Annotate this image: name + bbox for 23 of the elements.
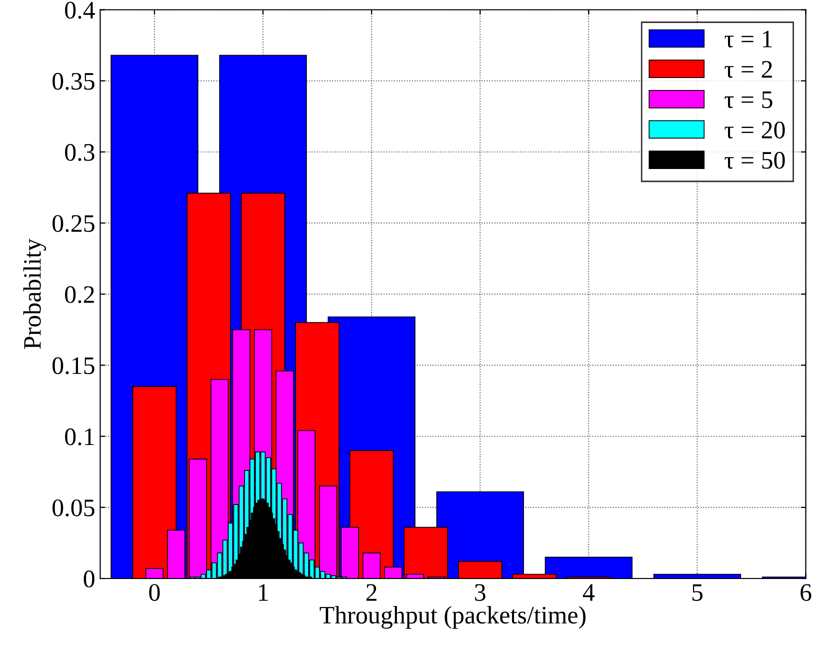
- y-tick-label: 0.4: [65, 2, 95, 19]
- y-tick-label: 0.25: [52, 215, 94, 232]
- y-tick-label: 0.1: [65, 428, 94, 446]
- x-tick-label: 4: [582, 584, 595, 601]
- x-tick-label: 3: [475, 584, 486, 601]
- x-tick-label: 2: [366, 584, 376, 601]
- x-tick-label: 0: [149, 584, 160, 601]
- x-tick-label: 6: [800, 584, 812, 601]
- x-axis-title: Throughput (packets/time): [320, 606, 586, 629]
- legend-label: τ = 20: [724, 122, 785, 138]
- y-tick-label: 0.35: [52, 72, 94, 90]
- legend-label: τ = 1: [724, 30, 772, 48]
- y-tick-label: 0.3: [65, 144, 94, 161]
- y-axis-title: Probability: [23, 238, 46, 349]
- y-tick-label: 0.15: [52, 357, 94, 374]
- y-tick-label: 0: [84, 570, 94, 588]
- x-tick-label: 5: [692, 584, 702, 601]
- y-tick-label: 0.2: [65, 286, 94, 304]
- legend-label: τ = 2: [724, 61, 772, 78]
- legend-label: τ = 50: [724, 152, 785, 169]
- x-tick-label: 1: [258, 584, 268, 601]
- y-tick-label: 0.05: [52, 499, 94, 516]
- legend-label: τ = 5: [724, 92, 772, 108]
